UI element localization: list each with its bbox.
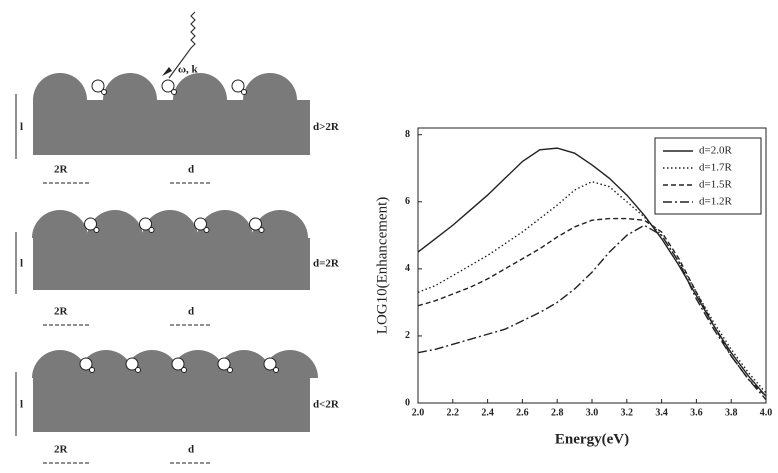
thickness-label: l xyxy=(20,258,23,270)
legend-label: d=1.7R xyxy=(699,162,732,174)
incident-label: ω, k xyxy=(178,64,199,76)
legend-label: d=2.0R xyxy=(699,145,732,157)
x-tick-label: 4.0 xyxy=(760,407,773,418)
molecule-atom xyxy=(101,89,107,95)
condition-label: d>2R xyxy=(313,121,340,133)
x-tick-label: 2.0 xyxy=(412,407,425,418)
molecule xyxy=(194,217,207,231)
x-tick-label: 3.4 xyxy=(655,407,668,418)
molecule xyxy=(139,217,152,231)
molecule-atom xyxy=(273,367,279,373)
molecule xyxy=(161,79,175,93)
molecule-atom xyxy=(241,89,247,95)
legend-label: d=1.5R xyxy=(699,179,732,191)
molecule xyxy=(84,217,97,231)
x-axis-label: Energy(eV) xyxy=(555,431,629,447)
thickness-label: l xyxy=(20,121,23,133)
molecule-atom xyxy=(171,89,177,95)
y-tick-label: 0 xyxy=(405,397,410,408)
x-tick-label: 2.4 xyxy=(481,407,494,418)
radius-label: 2R xyxy=(54,444,69,456)
x-tick-label: 3.0 xyxy=(586,407,599,418)
incident-wave xyxy=(168,11,196,79)
y-tick-label: 6 xyxy=(405,196,410,207)
condition-label: d<2R xyxy=(313,399,340,411)
molecule-atom xyxy=(93,227,100,233)
radius-label: 2R xyxy=(54,164,69,176)
molecule xyxy=(231,79,245,93)
substrate xyxy=(33,73,310,155)
y-tick-label: 2 xyxy=(405,330,410,341)
molecule-atom xyxy=(135,367,141,373)
spacing-label: d xyxy=(188,306,194,318)
x-tick-label: 2.2 xyxy=(447,407,460,418)
molecule xyxy=(249,217,262,231)
x-tick-label: 2.8 xyxy=(551,407,564,418)
y-tick-label: 8 xyxy=(405,129,410,140)
molecule-atom xyxy=(203,227,210,233)
x-tick-label: 3.8 xyxy=(725,407,738,418)
molecule xyxy=(125,357,139,371)
condition-label: d=2R xyxy=(313,258,340,270)
spacing-label: d xyxy=(188,444,194,456)
incident-arrow xyxy=(162,67,172,76)
y-axis-label: LOG10(Enhancement) xyxy=(374,197,390,334)
spacing-label: d xyxy=(188,164,194,176)
molecule xyxy=(263,357,277,371)
molecule xyxy=(171,357,185,371)
x-tick-label: 2.6 xyxy=(516,407,529,418)
molecule xyxy=(79,357,93,371)
series-line xyxy=(417,224,767,401)
molecule-atom xyxy=(227,367,233,373)
molecule xyxy=(91,79,105,93)
series-line xyxy=(417,217,767,397)
molecule-atom xyxy=(148,227,155,233)
molecule xyxy=(217,357,231,371)
radius-label: 2R xyxy=(54,306,69,318)
molecule-atom xyxy=(181,367,187,373)
x-tick-label: 3.6 xyxy=(690,407,703,418)
legend-label: d=1.2R xyxy=(699,196,732,208)
substrate xyxy=(32,350,318,432)
x-tick-label: 3.2 xyxy=(621,407,634,418)
molecule-atom xyxy=(258,227,265,233)
y-tick-label: 4 xyxy=(405,263,410,274)
substrate xyxy=(32,210,310,290)
thickness-label: l xyxy=(20,399,23,411)
molecule-atom xyxy=(89,367,95,373)
